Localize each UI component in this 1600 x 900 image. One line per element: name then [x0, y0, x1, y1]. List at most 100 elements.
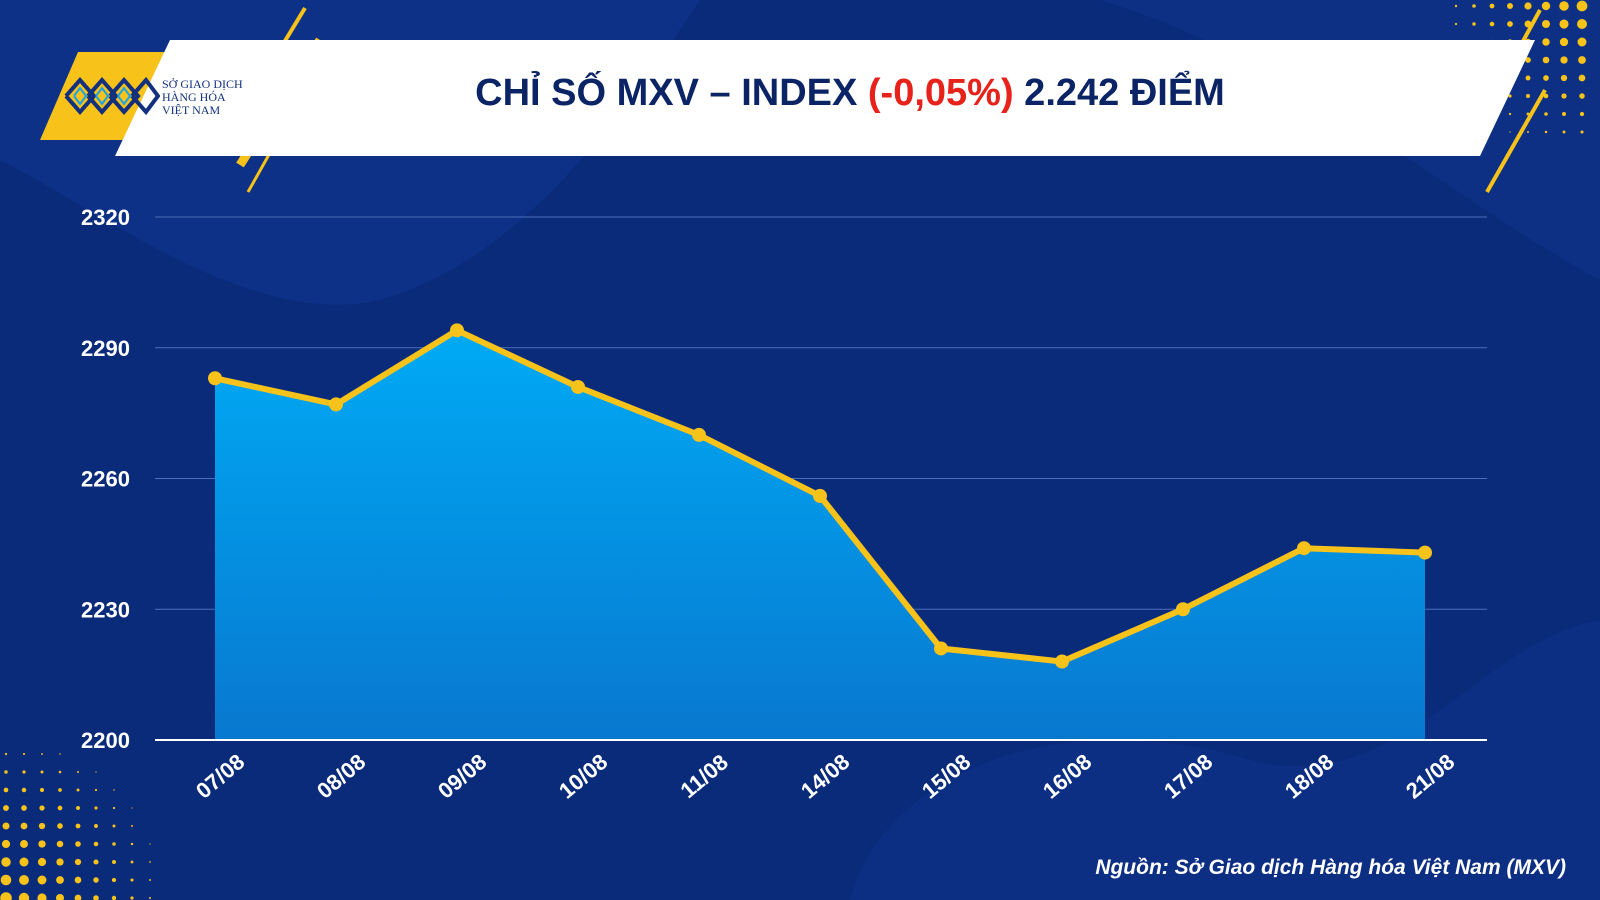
decor-dot	[1526, 94, 1530, 98]
decor-dot	[1507, 3, 1513, 9]
decor-dot	[3, 787, 9, 793]
decor-dot	[131, 807, 133, 809]
decor-dot	[1562, 130, 1566, 134]
x-tick-label: 10/08	[554, 749, 612, 804]
decor-dot	[1472, 4, 1476, 8]
decor-dot	[19, 875, 29, 885]
decor-dot	[41, 753, 43, 755]
decor-dot	[1507, 21, 1513, 27]
logo-line-1: SỞ GIAO DỊCH	[162, 77, 243, 91]
decor-dot	[56, 840, 64, 848]
decor-dot	[4, 752, 8, 756]
decor-dot	[112, 842, 116, 846]
decor-dot	[1489, 21, 1495, 27]
decor-dot	[1542, 56, 1550, 64]
decor-dot	[22, 752, 26, 756]
x-tick-label: 14/08	[796, 749, 854, 804]
data-point	[1297, 541, 1311, 556]
decor-dot	[39, 805, 45, 811]
decor-dot	[1472, 22, 1476, 26]
decor-dot	[1508, 94, 1512, 98]
decor-dot	[130, 878, 134, 882]
decor-dot	[75, 841, 81, 847]
decor-dot	[93, 859, 99, 865]
x-tick-label: 17/08	[1159, 749, 1217, 804]
decor-dot	[56, 876, 64, 884]
decor-dot	[58, 770, 62, 774]
area-fill	[215, 330, 1425, 740]
decor-dot	[56, 894, 64, 900]
x-tick-label: 16/08	[1038, 749, 1096, 804]
y-tick-label: 2260	[81, 467, 130, 492]
decor-dot	[0, 874, 12, 886]
decor-dot	[37, 875, 47, 885]
decor-dot	[1525, 57, 1531, 63]
decor-dot	[1489, 3, 1495, 9]
decor-dot	[0, 892, 12, 900]
decor-dot	[1579, 111, 1585, 117]
x-tick-label: 21/08	[1401, 749, 1459, 804]
decor-dot	[1578, 74, 1586, 82]
data-point	[571, 379, 585, 394]
decor-dot	[20, 840, 28, 848]
decor-dot	[1578, 56, 1586, 64]
decor-dot	[58, 788, 62, 792]
decor-dot	[1561, 93, 1567, 99]
decor-dot	[93, 895, 99, 900]
decor-dot	[1576, 0, 1588, 12]
decor-dot	[94, 806, 98, 810]
data-point	[1176, 602, 1190, 617]
decor-dot	[1524, 2, 1532, 10]
decor-dot	[131, 825, 133, 827]
x-tick-label: 15/08	[917, 749, 975, 804]
decor-dot	[112, 860, 116, 864]
data-points	[208, 323, 1432, 669]
decor-dot	[22, 770, 26, 774]
y-tick-label: 2200	[81, 728, 130, 753]
decor-dot	[1559, 19, 1569, 29]
decor-dot	[94, 788, 98, 792]
decor-dot	[95, 771, 97, 773]
decor-dot	[93, 841, 99, 847]
decor-dot	[112, 806, 116, 810]
decor-dot	[94, 824, 98, 828]
decor-dot	[56, 858, 64, 866]
decor-dot	[1543, 93, 1549, 99]
mxv-logo-icon	[64, 76, 160, 116]
decor-dot	[130, 860, 134, 864]
decor-dot	[1542, 38, 1550, 46]
decor-dot	[57, 823, 63, 829]
decor-dot	[40, 770, 44, 774]
decor-dot	[1543, 75, 1549, 81]
decor-dot	[1527, 131, 1529, 133]
data-point	[1418, 545, 1432, 560]
data-point	[1055, 654, 1069, 669]
decor-dot	[1, 839, 11, 849]
decor-dot	[76, 806, 80, 810]
decor-dot	[37, 857, 47, 867]
decor-dot	[57, 805, 63, 811]
data-point	[692, 427, 706, 442]
x-tick-label: 08/08	[312, 749, 370, 804]
decor-dot	[4, 770, 8, 774]
decor-dot	[1579, 93, 1585, 99]
decor-dot	[38, 822, 46, 830]
logo-line-3: VIỆT NAM	[162, 103, 221, 117]
decor-dot	[149, 897, 151, 899]
decor-dot	[21, 787, 27, 793]
decor-dot	[1577, 19, 1587, 29]
source-note: Nguồn: Sở Giao dịch Hàng hóa Việt Nam (M…	[1095, 856, 1566, 879]
logo-text: SỞ GIAO DỊCH HÀNG HÓA VIỆT NAM	[162, 78, 272, 117]
decor-dot	[1544, 130, 1548, 134]
decor-dot	[1509, 131, 1511, 133]
title-prefix: CHỈ SỐ MXV – INDEX	[475, 72, 868, 114]
data-point	[813, 488, 827, 503]
x-tick-label: 09/08	[433, 749, 491, 804]
decor-dot	[1560, 56, 1568, 64]
decor-dot	[74, 858, 82, 866]
decor-dot	[21, 805, 27, 811]
decor-dot	[1508, 112, 1512, 116]
x-tick-label: 11/08	[676, 749, 733, 803]
decor-dot	[111, 895, 117, 900]
title-banner	[115, 40, 1535, 156]
